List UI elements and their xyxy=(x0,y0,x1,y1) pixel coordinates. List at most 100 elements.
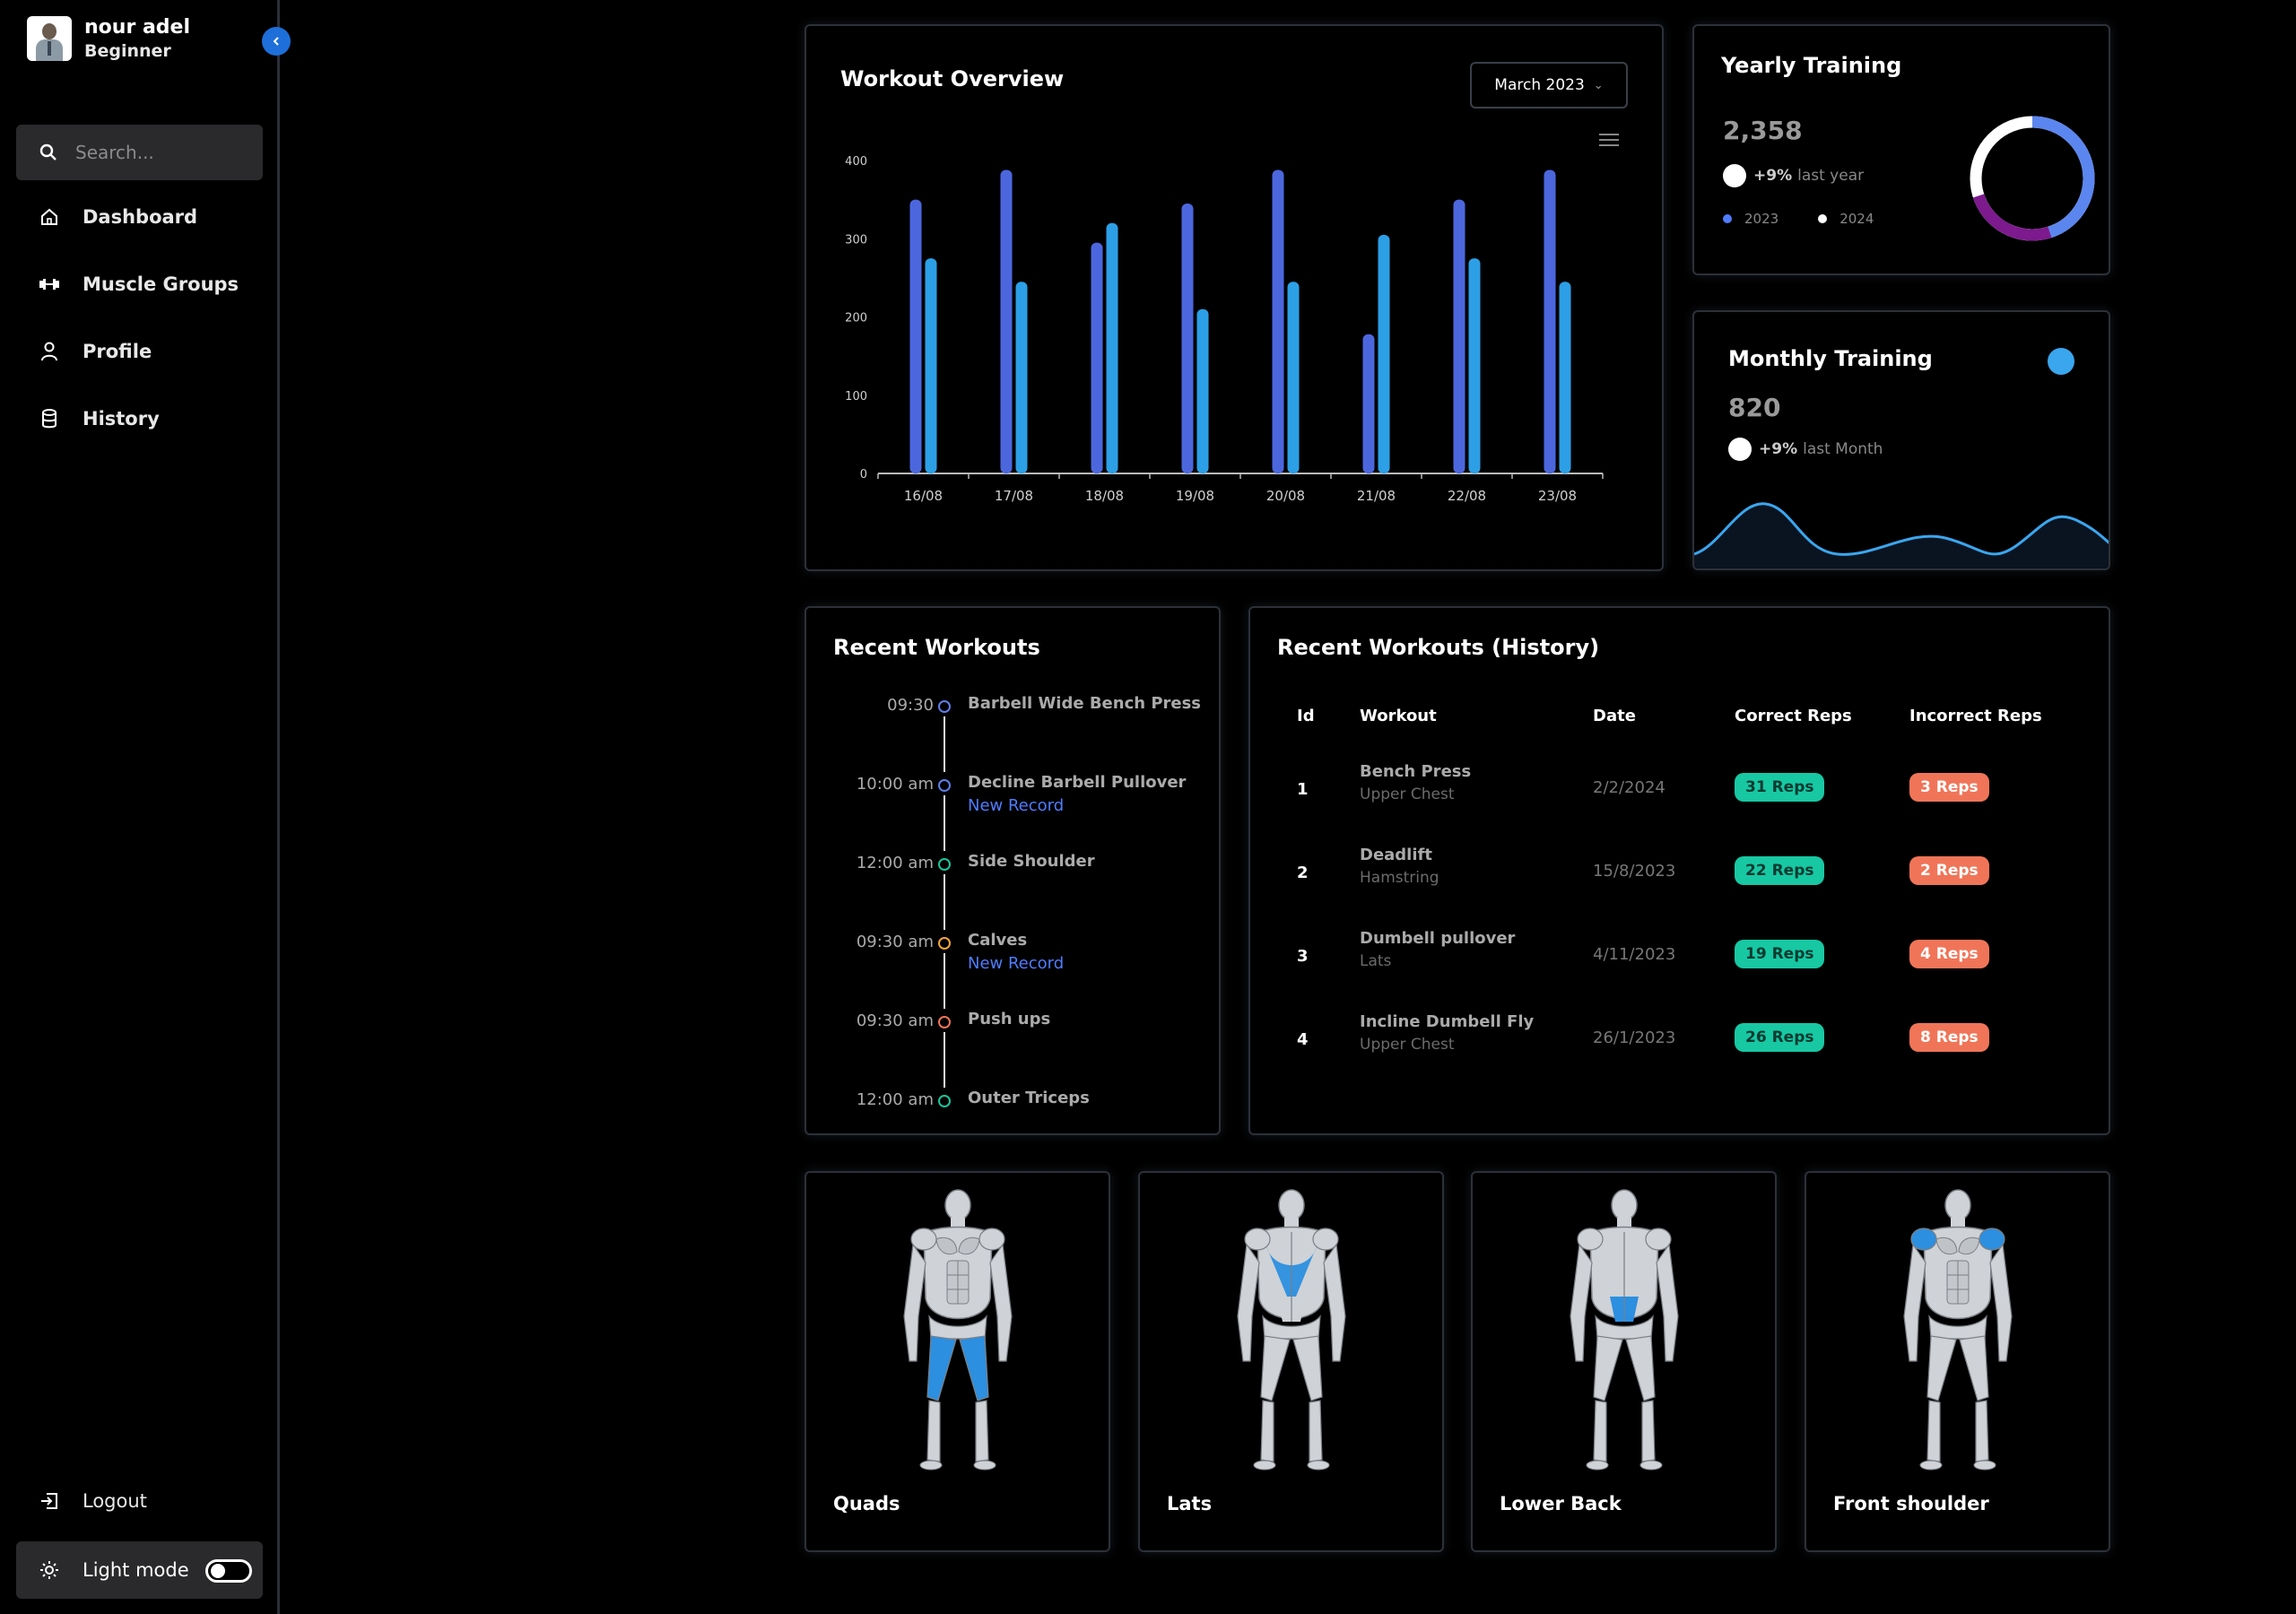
collapse-sidebar-button[interactable] xyxy=(262,27,291,56)
muscle-figure xyxy=(1236,1189,1346,1471)
table-row[interactable]: 1 Bench Press Upper Chest 2/2/2024 31 Reps 3 … xyxy=(1250,759,2111,830)
col-date: Date xyxy=(1593,707,1636,725)
incorrect-reps-badge: 3 Reps xyxy=(1909,773,1989,802)
timeline-time: 12:00 am xyxy=(856,854,934,872)
cell-workout: Deadlift xyxy=(1360,846,1432,864)
light-mode-toggle[interactable] xyxy=(205,1559,252,1583)
nav-label: Dashboard xyxy=(83,206,198,228)
dumbbell-icon xyxy=(36,277,63,291)
muscle-card[interactable]: Lower Back xyxy=(1471,1171,1777,1552)
logout-button[interactable]: Logout xyxy=(36,1490,147,1512)
yearly-donut xyxy=(1970,116,2095,241)
nav-label: Profile xyxy=(83,341,152,362)
bar-series-1[interactable] xyxy=(1362,334,1375,473)
nav-dashboard[interactable]: Dashboard xyxy=(36,206,197,228)
yearly-training-title: Yearly Training xyxy=(1721,53,1902,78)
muscle-card[interactable]: Quads xyxy=(804,1171,1110,1552)
yearly-pct: +9% xyxy=(1753,167,1793,185)
cell-workout: Bench Press xyxy=(1360,762,1472,781)
monthly-training-title: Monthly Training xyxy=(1728,346,1933,371)
bar-series-2[interactable] xyxy=(1378,234,1390,473)
timeline-item[interactable]: 09:30 Barbell Wide Bench Press xyxy=(806,694,1210,772)
muscle-label: Lats xyxy=(1167,1493,1213,1514)
chevron-down-icon: ⌄ xyxy=(1593,78,1604,92)
sun-icon xyxy=(36,1560,63,1580)
user-profile[interactable]: nour adel Beginner xyxy=(27,16,190,61)
y-tick-label: 100 xyxy=(845,390,867,404)
sidebar: nour adel Beginner Dashboard Muscle Grou… xyxy=(0,0,280,1614)
nav-muscle-groups[interactable]: Muscle Groups xyxy=(36,273,239,295)
timeline-connector xyxy=(944,795,945,851)
history-rows: 1 Bench Press Upper Chest 2/2/2024 31 Reps 3 … xyxy=(1250,759,2112,1117)
timeline-dot xyxy=(938,1016,951,1028)
workout-overview-chart: 0 100 200 300 400 16/08 17/08 18/08 19/08 20/08 21… xyxy=(845,155,1604,504)
cell-date: 4/11/2023 xyxy=(1593,945,1676,964)
bar-series-2[interactable] xyxy=(1559,282,1571,473)
bar-series-2[interactable] xyxy=(1287,282,1300,473)
bar-series-2[interactable] xyxy=(925,258,937,473)
muscle-card[interactable]: Lats xyxy=(1138,1171,1444,1552)
x-tick-label: 18/08 xyxy=(1085,488,1124,504)
timeline-dot xyxy=(938,700,951,713)
history-title: Recent Workouts (History) xyxy=(1277,635,1600,660)
timeline-item[interactable]: 12:00 am Side Shoulder xyxy=(806,852,1210,930)
ring-segment-purple xyxy=(1970,116,2095,241)
timeline-title: Push ups xyxy=(968,1010,1051,1028)
timeline-dot xyxy=(938,779,951,792)
workout-overview-title: Workout Overview xyxy=(840,66,1065,91)
timeline-item[interactable]: 09:30 am Push ups xyxy=(806,1010,1210,1088)
cell-id: 2 xyxy=(1297,863,1309,882)
timeline-connector xyxy=(944,716,945,772)
table-row[interactable]: 3 Dumbell pullover Lats 4/11/2023 19 Reps 4 R… xyxy=(1250,925,2111,997)
legend-2024: 2024 xyxy=(1839,211,1874,227)
recent-workouts-title: Recent Workouts xyxy=(833,635,1040,660)
bar-series-1[interactable] xyxy=(1091,242,1103,473)
timeline-connector xyxy=(944,1032,945,1088)
muscle-label: Front shoulder xyxy=(1833,1493,1989,1514)
col-correct: Correct Reps xyxy=(1735,707,1852,725)
col-workout: Workout xyxy=(1360,707,1437,725)
bar-series-1[interactable] xyxy=(1272,169,1284,473)
yearly-training-card: Yearly Training 2,358 +9% last year 2023 … xyxy=(1692,24,2110,275)
monthly-indicator-dot xyxy=(2048,348,2074,375)
database-icon xyxy=(36,409,63,429)
search-input[interactable] xyxy=(75,142,246,163)
timeline-time: 09:30 xyxy=(887,696,934,715)
cell-id: 3 xyxy=(1297,947,1309,966)
bar-series-1[interactable] xyxy=(1181,203,1194,474)
bar-series-2[interactable] xyxy=(1015,282,1028,473)
bar-series-2[interactable] xyxy=(1106,222,1118,474)
bar-series-1[interactable] xyxy=(1000,169,1013,473)
nav-label: History xyxy=(83,408,160,430)
bar-series-1[interactable] xyxy=(909,199,922,473)
x-tick-label: 21/08 xyxy=(1357,488,1396,504)
month-value: March 2023 xyxy=(1494,76,1585,94)
table-row[interactable]: 4 Incline Dumbell Fly Upper Chest 26/1/2023… xyxy=(1250,1009,2111,1080)
timeline-item[interactable]: 09:30 am Calves New Record xyxy=(806,931,1210,1009)
bar-series-1[interactable] xyxy=(1453,199,1465,473)
bar-series-2[interactable] xyxy=(1468,258,1481,473)
user-level: Beginner xyxy=(84,41,171,61)
muscle-card[interactable]: Front shoulder xyxy=(1805,1171,2110,1552)
legend-2023: 2023 xyxy=(1744,211,1779,227)
user-icon xyxy=(36,342,63,361)
light-mode-label: Light mode xyxy=(83,1559,189,1581)
month-select[interactable]: March 2023 ⌄ xyxy=(1470,62,1628,108)
table-row[interactable]: 2 Deadlift Hamstring 15/8/2023 22 Reps 2 Reps xyxy=(1250,842,2111,914)
search-box[interactable] xyxy=(16,125,263,180)
timeline-time: 09:30 am xyxy=(856,1011,934,1030)
timeline-item[interactable]: 10:00 am Decline Barbell Pullover New Reco… xyxy=(806,773,1210,851)
home-icon xyxy=(36,207,63,227)
x-tick-label: 23/08 xyxy=(1538,488,1577,504)
timeline-title: Outer Triceps xyxy=(968,1089,1090,1107)
timeline-item[interactable]: 12:00 am Outer Triceps xyxy=(806,1089,1210,1142)
incorrect-reps-badge: 4 Reps xyxy=(1909,940,1989,968)
avatar xyxy=(27,16,72,61)
bar-series-1[interactable] xyxy=(1544,169,1556,473)
muscle-label: Lower Back xyxy=(1500,1493,1622,1514)
bar-series-2[interactable] xyxy=(1196,308,1209,473)
recent-workouts-card: Recent Workouts 09:30 Barbell Wide Bench … xyxy=(804,606,1221,1135)
nav-history[interactable]: History xyxy=(36,408,160,430)
nav-profile[interactable]: Profile xyxy=(36,341,152,362)
chart-menu-icon[interactable] xyxy=(1599,134,1619,150)
